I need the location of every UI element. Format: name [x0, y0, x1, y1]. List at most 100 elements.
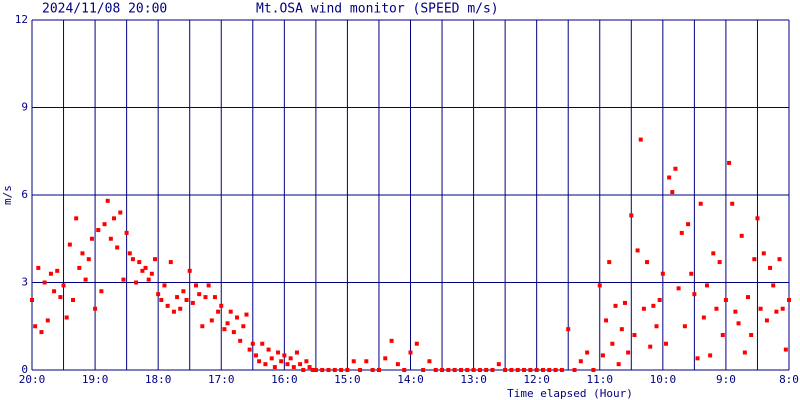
data-point — [787, 298, 791, 302]
data-point — [670, 190, 675, 195]
x-tick-label: 11:0 — [587, 373, 614, 386]
data-point — [304, 359, 309, 364]
data-point — [723, 298, 728, 302]
data-point — [528, 368, 533, 372]
data-point — [74, 216, 79, 221]
data-point — [522, 368, 527, 372]
data-point — [93, 306, 98, 311]
timestamp: 2024/11/08 20:00 — [42, 2, 167, 17]
data-point — [30, 298, 34, 302]
data-point — [326, 368, 331, 372]
data-point — [578, 359, 583, 364]
data-point — [764, 318, 769, 323]
data-point — [566, 327, 571, 332]
data-point — [749, 333, 754, 337]
data-point — [272, 365, 277, 370]
data-point — [222, 327, 227, 332]
data-point — [190, 300, 195, 305]
data-point — [515, 368, 520, 372]
data-point — [153, 257, 158, 262]
data-point — [632, 333, 637, 337]
data-point — [83, 277, 88, 282]
data-point — [641, 306, 646, 311]
data-point — [42, 280, 47, 285]
data-point — [238, 338, 243, 343]
data-point — [701, 315, 706, 320]
data-point — [471, 368, 476, 372]
data-point — [509, 368, 514, 372]
data-point — [496, 362, 501, 367]
data-point — [124, 230, 129, 235]
x-tick-label: 18:0 — [145, 373, 172, 386]
data-point — [610, 341, 615, 346]
data-point — [282, 353, 287, 358]
data-point — [67, 242, 72, 247]
data-point — [597, 283, 602, 288]
data-point — [168, 260, 173, 265]
data-point — [162, 283, 167, 288]
data-point — [235, 315, 240, 320]
data-point — [345, 368, 350, 372]
x-tick-label: 17:0 — [208, 373, 235, 386]
x-tick-label: 14:0 — [397, 373, 424, 386]
data-point — [758, 306, 763, 311]
data-point — [285, 362, 290, 367]
data-point — [572, 368, 577, 372]
data-point — [61, 283, 66, 288]
data-point — [320, 368, 325, 372]
data-point — [298, 362, 303, 367]
data-point — [503, 368, 508, 372]
data-point — [206, 283, 211, 288]
y-tick-label: 3 — [21, 276, 28, 289]
data-point — [58, 295, 63, 300]
data-point — [604, 318, 609, 323]
data-point — [130, 257, 135, 262]
data-point — [64, 315, 69, 320]
data-point — [313, 368, 318, 372]
data-point — [288, 356, 293, 361]
data-point — [402, 368, 407, 372]
x-tick-label: 8:0 — [779, 373, 799, 386]
data-point — [149, 271, 154, 276]
y-tick-label: 6 — [21, 188, 28, 201]
data-point — [745, 295, 750, 300]
data-point — [216, 309, 221, 314]
data-point — [96, 228, 101, 232]
y-axis-label: m/s — [1, 185, 14, 205]
data-point — [194, 283, 199, 288]
data-point — [730, 201, 735, 206]
data-point — [187, 268, 192, 273]
data-point — [263, 362, 268, 367]
data-point — [219, 303, 224, 308]
data-point — [307, 365, 312, 370]
data-point — [616, 362, 621, 367]
data-point — [171, 309, 176, 314]
data-point — [102, 222, 107, 227]
data-point — [165, 303, 170, 308]
data-point — [395, 362, 400, 367]
data-point — [676, 286, 681, 291]
data-point — [613, 303, 618, 308]
data-point — [629, 213, 634, 218]
data-point — [253, 353, 258, 358]
data-point — [553, 368, 558, 372]
data-point — [48, 271, 53, 276]
data-point — [228, 309, 233, 314]
x-tick-label: 12:0 — [523, 373, 550, 386]
data-point — [115, 245, 120, 250]
data-point — [585, 350, 590, 355]
data-point — [458, 368, 463, 372]
data-point — [294, 350, 299, 355]
data-point — [250, 341, 255, 346]
data-point — [654, 324, 659, 329]
data-point — [260, 341, 265, 346]
data-point — [635, 248, 640, 253]
data-point — [77, 265, 82, 270]
data-point — [720, 333, 725, 337]
data-point — [626, 350, 631, 355]
data-point — [370, 368, 375, 372]
data-point — [682, 324, 687, 329]
x-tick-label: 13:0 — [460, 373, 487, 386]
data-point — [39, 330, 44, 335]
